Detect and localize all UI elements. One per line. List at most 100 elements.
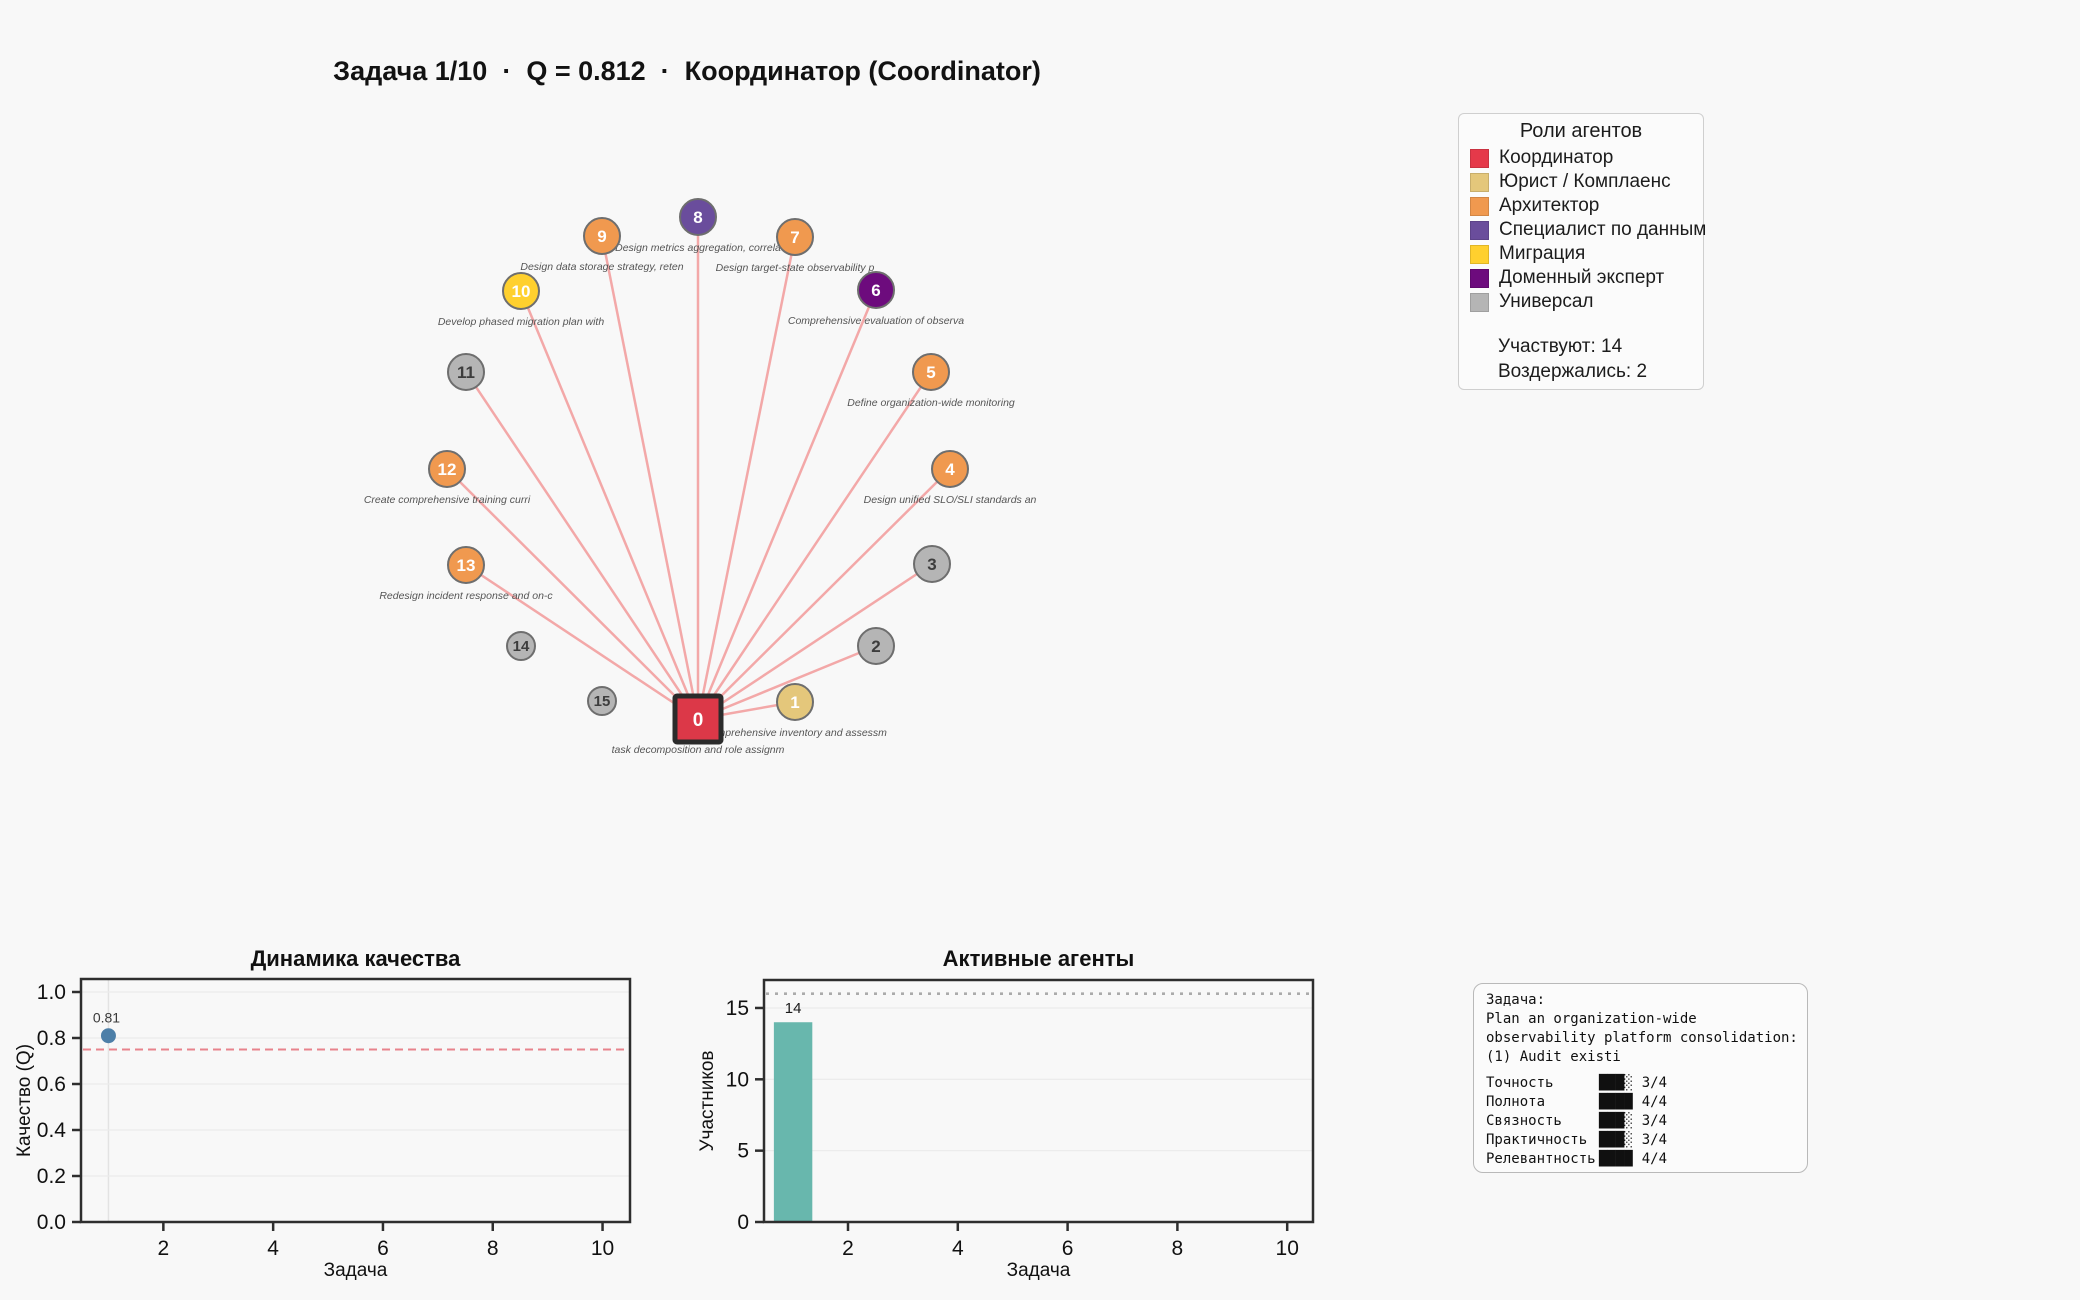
quality-chart-xtick-label: 6: [377, 1237, 389, 1260]
agents-chart-title: Активные агенты: [943, 946, 1135, 971]
node-9-number: 9: [597, 227, 606, 246]
agents-chart-xtick-label: 10: [1276, 1237, 1299, 1260]
task-text-line: Plan an organization-wide: [1486, 1011, 1697, 1027]
legend-swatch: [1470, 148, 1489, 168]
edge-0-2: [697, 644, 877, 721]
rating-row: Практичность ███░ 3/4: [1486, 1131, 1795, 1150]
legend-label: Универсал: [1499, 291, 1594, 312]
legend-item-6: Универсал: [1470, 290, 1703, 314]
node-13-number: 13: [457, 556, 476, 575]
quality-chart-ytick-label: 0.6: [37, 1073, 66, 1096]
node-5: [912, 353, 950, 391]
rating-row: Точность ███░ 3/4: [1486, 1074, 1795, 1093]
node-4-number: 4: [945, 460, 955, 479]
edge-0-7: [696, 236, 797, 720]
legend-item-3: Специалист по данным: [1470, 218, 1707, 242]
node-7: [776, 218, 814, 256]
legend-label: Специалист по данным: [1499, 219, 1707, 240]
legend-item-5: Доменный эксперт: [1470, 266, 1703, 290]
agents-chart-axes-frame: [762, 978, 1315, 1224]
task-ratings: Точность ███░ 3/4 Полнота ████ 4/4 Связность ██…: [1486, 1074, 1795, 1169]
node-12: [428, 450, 466, 488]
rating-bar: ███░: [1599, 1132, 1633, 1148]
quality-chart-ylabel: Качество (Q): [14, 1044, 35, 1157]
node-7-number: 7: [790, 228, 799, 247]
node-8: [679, 198, 717, 236]
rating-row: Релевантность ████ 4/4: [1486, 1150, 1795, 1169]
legend-item-4: Миграция: [1470, 242, 1703, 266]
legend-swatch: [1470, 268, 1489, 288]
legend-swatch: [1470, 244, 1489, 264]
agents-chart-ytick-label: 10: [726, 1068, 749, 1091]
node-11: [447, 353, 485, 391]
node-10-number: 10: [512, 282, 531, 301]
edge-0-6: [696, 289, 878, 720]
rating-row: Связность ███░ 3/4: [1486, 1112, 1795, 1131]
rating-score: 3/4: [1641, 1113, 1668, 1129]
legend-item-0: Координатор: [1470, 146, 1703, 170]
edge-0-11: [464, 371, 700, 720]
edge-0-9: [600, 235, 700, 720]
agents-chart-ytick-label: 15: [726, 997, 749, 1020]
rating-bar: ████: [1599, 1094, 1633, 1110]
legend-swatch: [1470, 220, 1489, 240]
edge-0-5: [696, 371, 933, 720]
agents-chart-bar: [773, 1022, 813, 1222]
node-2: [857, 627, 895, 665]
quality-chart-xtick-label: 2: [158, 1237, 170, 1260]
legend-swatch: [1470, 172, 1489, 192]
rating-bar: ███░: [1599, 1075, 1633, 1091]
abstained-count: Воздержались: 2: [1498, 361, 1648, 382]
rating-label: Точность: [1486, 1075, 1554, 1091]
roles-legend: Роли агентов Координатор Юрист / Комплаен…: [1458, 113, 1707, 390]
task-description: Задача: Plan an organization-wide observab…: [1486, 991, 1798, 1067]
page-title: Задача 1/10 · Q = 0.812 · Координатор (C…: [333, 56, 1041, 86]
node-2-number: 2: [871, 637, 880, 656]
agents-chart-xtick-label: 4: [952, 1237, 964, 1260]
agents-chart-xtick-label: 2: [842, 1237, 854, 1260]
node-6-number: 6: [871, 281, 880, 300]
agents-chart-ylabel: Участников: [697, 1050, 718, 1151]
node-8-task-label: Design metrics aggregation, correla: [615, 242, 781, 254]
edge-0-3: [697, 562, 933, 721]
legend-title: Роли агентов: [1519, 120, 1643, 142]
node-13-task-label: Redesign incident response and on-c: [379, 590, 553, 602]
node-6-task-label: Comprehensive evaluation of observa: [788, 315, 964, 327]
legend-label: Доменный эксперт: [1499, 267, 1665, 288]
quality-chart-ytick-label: 0.0: [37, 1211, 66, 1234]
node-6: [857, 271, 895, 309]
quality-chart-point-value: 0.81: [93, 1010, 120, 1026]
legend-item-1: Юрист / Комплаенс: [1470, 170, 1703, 194]
rating-score: 4/4: [1641, 1151, 1668, 1167]
agents-chart-ytick-label: 5: [737, 1140, 749, 1163]
task-text-line: Задача:: [1486, 992, 1546, 1008]
node-0: [672, 693, 724, 745]
task-text-line: (1) Audit existi: [1486, 1049, 1621, 1065]
rating-score: 4/4: [1641, 1094, 1668, 1110]
legend-label: Юрист / Комплаенс: [1499, 171, 1671, 192]
quality-chart-xtick-label: 8: [487, 1237, 499, 1260]
rating-row: Полнота ████ 4/4: [1486, 1093, 1795, 1112]
node-15: [587, 686, 617, 716]
agents-chart-bar-value: 14: [785, 1000, 802, 1017]
node-10: [502, 272, 540, 310]
rating-bar: ████: [1599, 1151, 1633, 1167]
legend-items: Координатор Юрист / Комплаенс Архитектор Сп…: [1459, 146, 1707, 314]
legend-label: Миграция: [1499, 243, 1586, 264]
node-1-number: 1: [790, 693, 799, 712]
node-9: [583, 217, 621, 255]
task-summary-box: Задача: Plan an organization-wide observab…: [1473, 983, 1808, 1173]
agents-chart-xlabel: Задача: [1007, 1260, 1071, 1281]
legend-swatch: [1470, 196, 1489, 216]
edge-0-13: [465, 563, 699, 721]
node-1-task-label: Comprehensive inventory and assessm: [703, 727, 887, 739]
node-8-number: 8: [693, 208, 702, 227]
task-text-line: observability platform consolidation:: [1486, 1030, 1798, 1046]
legend-label: Координатор: [1499, 147, 1614, 168]
edge-0-12: [446, 468, 699, 720]
node-4-task-label: Design unified SLO/SLI standards an: [864, 494, 1037, 506]
rating-bar: ███░: [1599, 1113, 1633, 1129]
quality-chart-axes-frame: [79, 977, 632, 1224]
agents-chart-xtick-label: 6: [1062, 1237, 1074, 1260]
node-0-number: 0: [693, 710, 704, 731]
